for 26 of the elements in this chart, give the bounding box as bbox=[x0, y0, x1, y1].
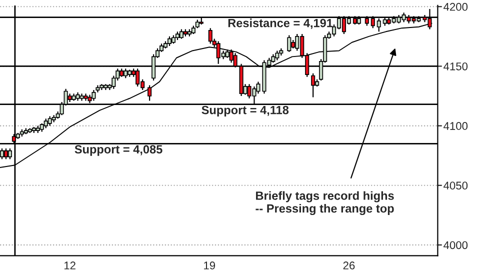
candlestick bbox=[48, 116, 52, 126]
y-tick-label: 4150 bbox=[444, 62, 468, 70]
y-tick-label: 4100 bbox=[444, 122, 468, 130]
candlestick bbox=[208, 28, 212, 44]
ref-line-label: Support = 4,085 bbox=[74, 145, 162, 156]
candlestick bbox=[8, 148, 12, 160]
y-tick-label: 4000 bbox=[444, 241, 468, 250]
annotation: Briefly tags record highs -- Pressing the range top bbox=[256, 191, 394, 216]
candlestick bbox=[167, 36, 172, 47]
x-tick-label: 19 bbox=[204, 262, 216, 270]
candlestick bbox=[92, 89, 96, 102]
candlestick bbox=[4, 148, 8, 160]
x-tick-label: 26 bbox=[343, 262, 355, 270]
candlestick bbox=[179, 28, 184, 40]
ref-line-label: Resistance = 4,191 bbox=[228, 18, 333, 29]
candlestick bbox=[287, 34, 292, 52]
candlestick bbox=[311, 72, 316, 98]
candlestick bbox=[275, 50, 280, 61]
ref-line-label: Support = 4,118 bbox=[202, 106, 289, 117]
candlestick bbox=[229, 48, 234, 64]
x-tick-label: 12 bbox=[64, 262, 76, 270]
candlestick bbox=[44, 118, 48, 129]
y-tick-label: 4200 bbox=[444, 2, 468, 11]
candlestick bbox=[148, 84, 152, 102]
candlestick bbox=[0, 148, 4, 160]
y-tick-label: 4050 bbox=[444, 182, 468, 190]
